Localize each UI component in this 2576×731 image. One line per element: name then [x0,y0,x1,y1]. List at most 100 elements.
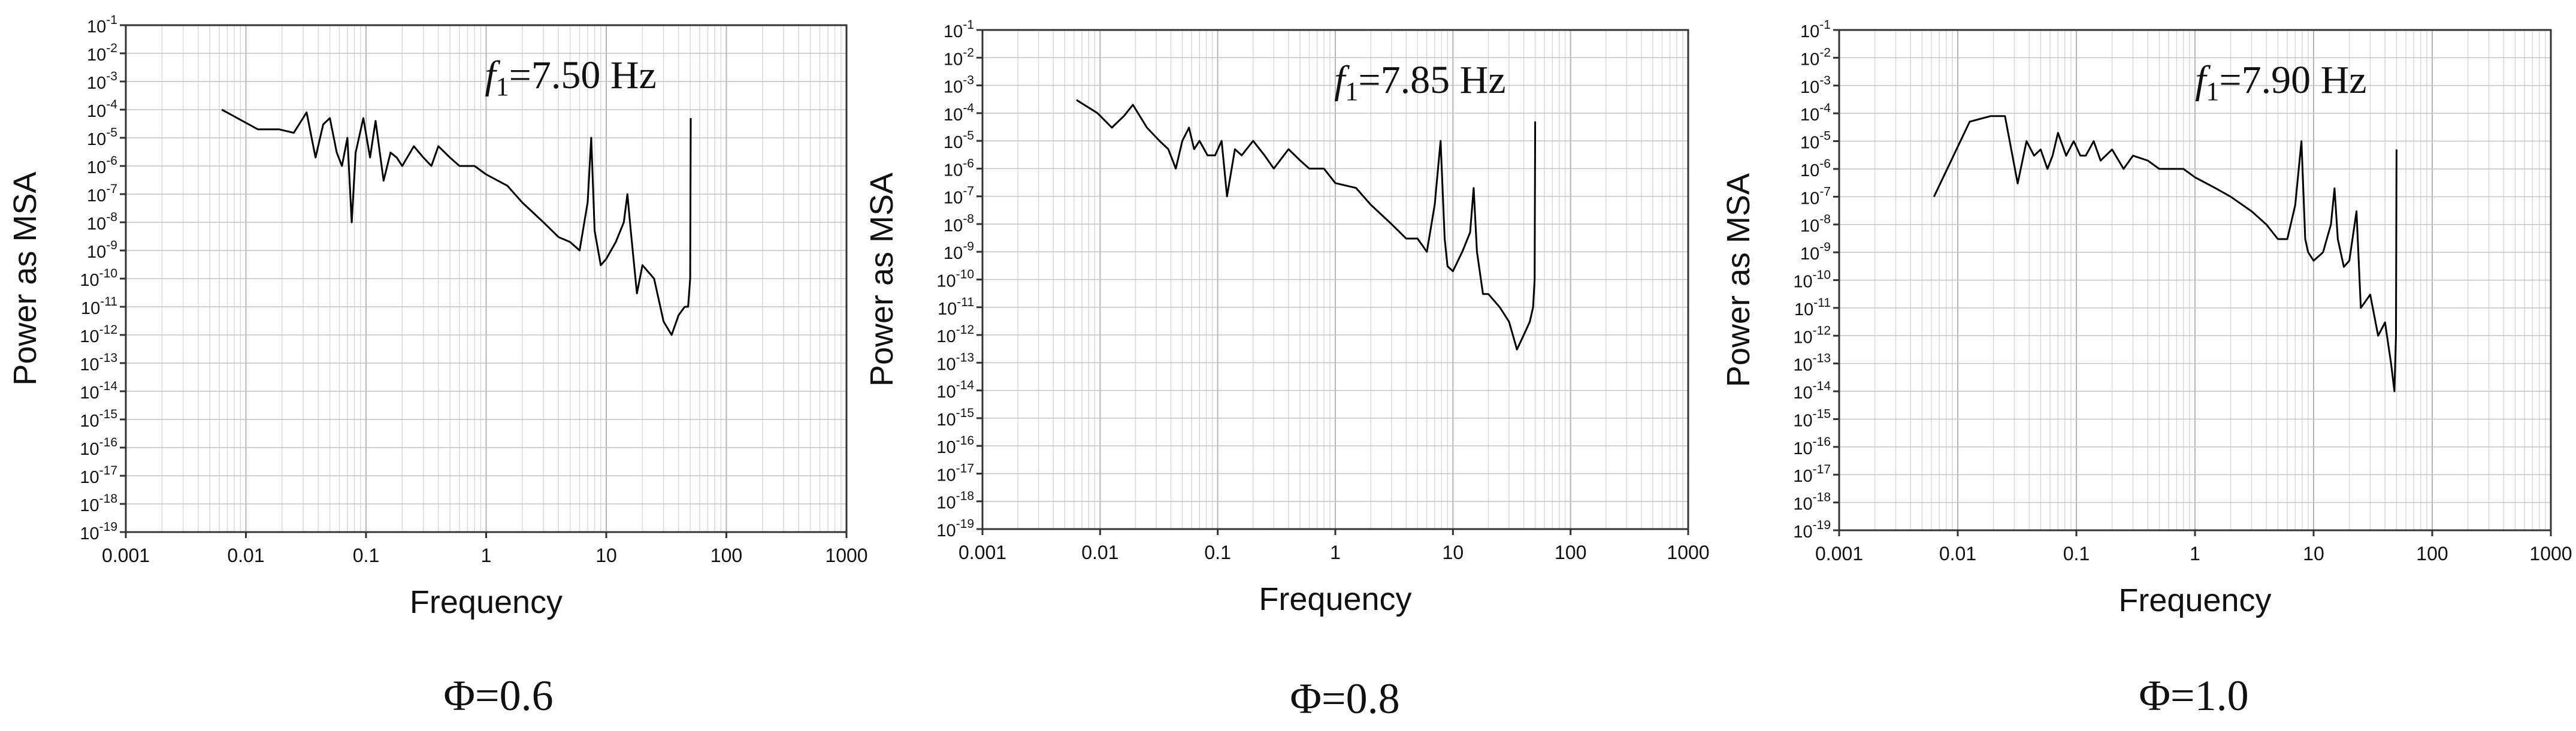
x-tick-label: 1 [481,545,492,566]
y-tick-label: 10-14 [936,379,974,402]
y-tick-label: 10-2 [944,46,974,69]
y-tick-label: 10-9 [87,238,117,262]
y-tick-label: 10-17 [80,464,117,487]
x-tick-label: 1000 [825,545,867,566]
spectrum-series-line [1933,115,2397,392]
x-tick-label: 0.01 [1939,543,1976,564]
x-tick-label: 0.01 [1081,542,1118,563]
y-tick-label: 10-13 [1793,352,1831,375]
y-axis-title: Power as MSA [864,173,900,386]
peak-frequency-label: f1=7.90 Hz [2195,58,2367,106]
y-tick-label: 10-1 [944,18,974,41]
y-tick-label: 10-15 [80,407,117,431]
y-tick-label: 10-12 [1793,324,1831,347]
y-tick-label: 10-11 [81,295,117,318]
x-tick-label: 100 [2416,543,2448,564]
peak-label-rest: =7.50 Hz [509,53,657,97]
x-tick-label: 0.001 [1815,543,1863,564]
chart-panel-2: 0.001 0.01 0.1 1 10 100 1000 10-1 10-2 10-3 10-4 10… [864,18,1710,723]
x-tick-label: 0.1 [2063,543,2090,564]
peak-frequency-label: f1=7.85 Hz [1334,58,1506,106]
y-tick-label: 10-19 [936,517,974,540]
y-tick-label: 10-18 [936,490,974,513]
y-tick-label: 10-3 [87,70,117,93]
peak-label-rest: =7.90 Hz [2219,58,2366,102]
y-tick-label: 10-16 [936,434,974,457]
peak-label-rest: =7.85 Hz [1358,58,1505,102]
y-tick-label: 10-9 [944,240,974,263]
x-tick-label: 10 [1443,542,1464,563]
y-tick-label: 10-5 [87,126,117,149]
y-tick-label: 10-6 [944,156,974,180]
y-tick-label: 10-16 [80,436,117,459]
peak-label-sub: 1 [1345,77,1358,106]
y-tick-label: 10-19 [1793,518,1831,542]
y-tick-label: 10-15 [936,406,974,430]
y-tick-label: 10-17 [936,461,974,485]
peak-label-sub: 1 [2206,77,2219,106]
x-tick-label: 0.01 [227,545,264,566]
x-tick-label: 10 [595,545,617,566]
y-tick-label: 10-19 [80,520,117,543]
y-tick-label: 10-12 [936,323,974,346]
peak-frequency-label: f1=7.50 Hz [485,53,657,101]
x-axis-title: Frequency [1259,581,1411,617]
spectrum-series-line [1076,99,1537,351]
y-tick-label: 10-13 [936,351,974,374]
panel-caption: Φ=0.6 [443,672,553,720]
y-tick-label: 10-8 [1800,213,1831,236]
y-tick-label: 10-10 [1793,268,1831,292]
chart-panel-3: 0.001 0.01 0.1 1 10 100 1000 10-1 10-2 10-3 10-4 10… [1721,18,2572,720]
y-tick-label: 10-18 [1793,491,1831,514]
y-tick-label: 10-2 [87,41,117,65]
y-tick-label: 10-10 [80,267,117,290]
y-tick-label: 10-18 [80,492,117,515]
x-tick-label: 10 [2303,543,2324,564]
y-tick-label: 10-16 [1793,435,1831,458]
x-tick-label: 0.1 [353,545,379,566]
y-tick-label: 10-7 [87,182,117,206]
x-tick-label: 1 [2190,543,2200,564]
y-axis-title: Power as MSA [7,171,43,385]
y-tick-label: 10-3 [1800,74,1831,97]
y-tick-label: 10-12 [80,323,117,346]
y-tick-label: 10-5 [944,129,974,152]
y-tick-label: 10-1 [87,13,117,37]
panel-caption: Φ=1.0 [2139,672,2248,720]
y-tick-label: 10-9 [1800,240,1831,264]
y-tick-label: 10-2 [1800,46,1831,69]
chart-panel-1: 0.001 0.01 0.1 1 10 100 1000 10-1 10-2 10-3 10-4 10… [7,13,868,720]
y-tick-label: 10-1 [1800,18,1831,41]
x-tick-label: 0.001 [959,542,1006,563]
y-tick-label: 10-4 [87,98,117,121]
y-tick-label: 10-17 [1793,463,1831,486]
x-tick-label: 1 [1330,542,1341,563]
panel-caption: Φ=0.8 [1290,675,1399,723]
spectrum-series-line [221,108,692,336]
y-tick-label: 10-15 [1793,407,1831,430]
y-tick-label: 10-11 [938,295,974,319]
x-tick-label: 0.1 [1204,542,1230,563]
y-tick-label: 10-7 [944,185,974,208]
y-tick-label: 10-6 [1800,157,1831,180]
y-tick-label: 10-10 [936,268,974,291]
x-tick-label: 100 [1555,542,1586,563]
x-axis-title: Frequency [2118,582,2271,618]
y-tick-label: 10-11 [1794,296,1831,319]
x-tick-label: 0.001 [102,545,150,566]
y-tick-label: 10-7 [1800,185,1831,208]
y-tick-label: 10-13 [80,351,117,374]
peak-label-sub: 1 [496,72,509,101]
y-tick-label: 10-5 [1800,129,1831,153]
y-tick-label: 10-8 [87,210,117,234]
x-axis-title: Frequency [410,584,563,620]
x-tick-label: 1000 [2529,543,2572,564]
y-tick-label: 10-8 [944,212,974,235]
y-tick-label: 10-6 [87,154,117,177]
x-tick-label: 100 [710,545,742,566]
y-tick-label: 10-3 [944,74,974,97]
y-tick-label: 10-14 [1793,379,1831,403]
x-tick-label: 1000 [1667,542,1709,563]
y-tick-label: 10-4 [944,101,974,125]
